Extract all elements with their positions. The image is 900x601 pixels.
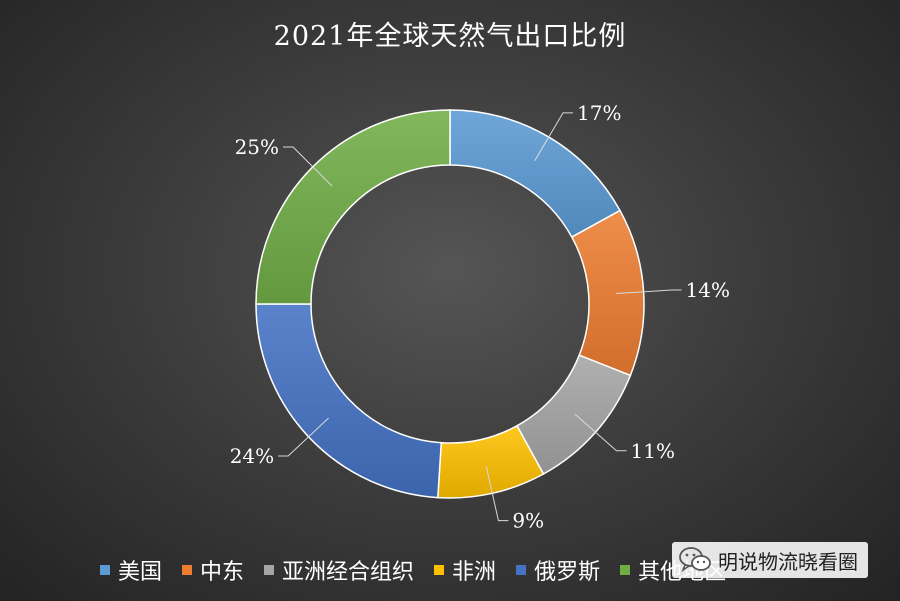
data-label-3: 9% bbox=[512, 509, 544, 533]
data-label-4: 24% bbox=[230, 444, 274, 468]
data-label-0: 17% bbox=[577, 101, 621, 125]
legend-swatch bbox=[516, 565, 527, 575]
legend-label: 亚洲经合组织 bbox=[282, 560, 415, 585]
legend-label: 非洲 bbox=[452, 560, 497, 585]
legend-item-1: 中东 bbox=[182, 554, 244, 586]
legend-item-0: 美国 bbox=[100, 554, 162, 586]
legend-label: 美国 bbox=[118, 560, 163, 585]
donut-slice-4 bbox=[255, 303, 443, 499]
legend-swatch bbox=[620, 565, 631, 575]
watermark-text: 明说物流晓看圈 bbox=[718, 549, 858, 574]
leader-line-0 bbox=[534, 112, 574, 161]
data-label-2: 11% bbox=[631, 439, 675, 463]
chart-title: 2021年全球天然气出口比例 bbox=[273, 21, 627, 52]
legend-swatch bbox=[264, 565, 275, 575]
wechat-icon bbox=[679, 547, 711, 573]
leader-line-1 bbox=[616, 289, 682, 295]
watermark: 明说物流晓看圈 bbox=[672, 542, 868, 578]
data-label-5: 25% bbox=[235, 135, 279, 159]
data-label-1: 14% bbox=[686, 278, 730, 302]
chart-legend: 美国中东亚洲经合组织非洲俄罗斯其他地区 bbox=[100, 553, 746, 587]
donut-slice-1 bbox=[570, 209, 645, 377]
legend-label: 俄罗斯 bbox=[534, 560, 601, 585]
legend-label: 中东 bbox=[200, 560, 245, 585]
donut-slice-0 bbox=[449, 109, 622, 239]
leader-line-2 bbox=[574, 413, 627, 452]
legend-swatch bbox=[434, 565, 445, 575]
legend-swatch bbox=[100, 565, 110, 575]
legend-swatch bbox=[182, 565, 193, 575]
leader-line-4 bbox=[278, 417, 329, 457]
legend-item-2: 亚洲经合组织 bbox=[264, 554, 414, 586]
leader-line-5 bbox=[283, 146, 333, 187]
legend-item-3: 非洲 bbox=[434, 554, 496, 586]
donut-slice-5 bbox=[255, 109, 451, 305]
leader-line-3 bbox=[485, 466, 509, 522]
legend-item-4: 俄罗斯 bbox=[516, 554, 600, 586]
